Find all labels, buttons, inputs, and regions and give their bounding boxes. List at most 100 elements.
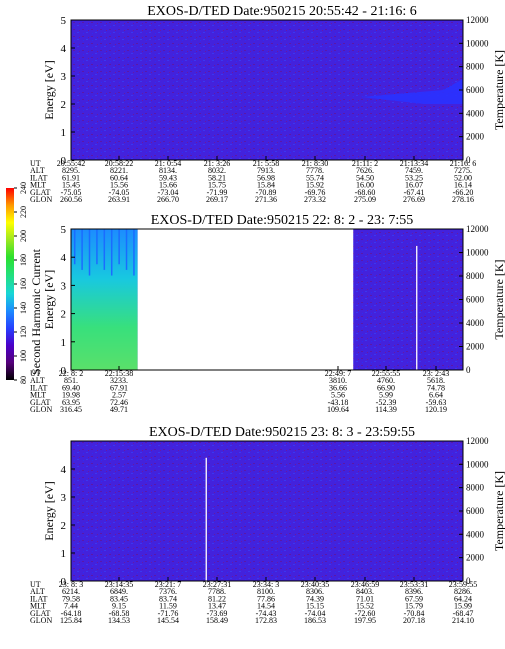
y2-tick-label: 2000 (466, 342, 485, 352)
y2-axis-label: Temperature [K] (492, 50, 505, 130)
y2-tick-label: 10000 (466, 248, 489, 258)
colorbar-tick-label: 200 (19, 230, 28, 242)
orbit-cell: 7376. (159, 587, 177, 596)
orbit-row-label: GLAT (30, 188, 51, 197)
orbit-cell: -75.05 (61, 188, 82, 197)
orbit-cell: 7626. (356, 166, 374, 175)
y-axis-label: Energy [eV] (42, 481, 56, 540)
orbit-cell: 145.54 (157, 616, 179, 625)
orbit-cell: 56.98 (257, 173, 275, 182)
orbit-cell: 23:46:59 (351, 580, 379, 589)
y2-tick-label: 12000 (466, 436, 489, 446)
orbit-cell: -71.99 (207, 188, 228, 197)
orbit-cell: 81.22 (208, 594, 226, 603)
y2-tick-label: 0 (466, 576, 471, 586)
orbit-cell: -74.05 (109, 188, 130, 197)
y-tick-label: 0 (61, 155, 67, 167)
orbit-cell: 23:27:31 (203, 580, 231, 589)
y2-axis-label: Temperature [K] (492, 471, 505, 551)
orbit-cell: 59.43 (159, 173, 177, 182)
y-tick-label: 5 (61, 224, 67, 236)
orbit-cell: 8134. (159, 166, 177, 175)
panel-1: EXOS-D/TED Date:950215 20:55:42 - 21:16:… (30, 4, 505, 204)
orbit-cell: 15.45 (62, 181, 80, 190)
orbit-row-label: UT (30, 369, 41, 378)
y2-tick-label: 0 (466, 155, 471, 165)
orbit-cell: 2.57 (112, 391, 126, 400)
intensity-patch (361, 78, 463, 104)
orbit-cell: -70.89 (256, 188, 277, 197)
y2-tick-label: 8000 (466, 62, 485, 72)
orbit-cell: 9.15 (112, 602, 126, 611)
panel-title: EXOS-D/TED Date:950215 23: 8: 3 - 23:59:… (149, 425, 415, 440)
orbit-cell: -73.69 (207, 609, 228, 618)
panel-2: EXOS-D/TED Date:950215 22: 8: 2 - 23: 7:… (30, 213, 505, 414)
data-gap (137, 229, 354, 370)
orbit-cell: 14.54 (257, 602, 275, 611)
colorbar-tick-label: 100 (19, 350, 28, 362)
y-tick-label: 0 (61, 576, 67, 588)
colorbar: 80 100 120 140 160 180 200 220 240 Second Harmon… (6, 182, 43, 384)
orbit-cell: 23:59:55 (449, 580, 477, 589)
plot-area (71, 229, 463, 370)
orbit-cell: 7275. (454, 166, 472, 175)
orbit-cell: 79.58 (62, 594, 80, 603)
orbit-cell: 64.24 (454, 594, 472, 603)
orbit-cell: 83.45 (110, 594, 128, 603)
orbit-cell: 22:55:55 (372, 369, 400, 378)
orbit-cell: 21: 0:54 (155, 159, 181, 168)
spectrogram (71, 20, 463, 160)
orbit-cell: 13.47 (208, 602, 226, 611)
orbit-row-label: UT (30, 580, 41, 589)
orbit-cell: 67.91 (110, 383, 128, 392)
y-axis-label: Energy [eV] (42, 270, 56, 329)
orbit-cell: 22:15:38 (105, 369, 133, 378)
orbit-cell: 21:16: 6 (450, 159, 476, 168)
y2-tick-label: 12000 (466, 15, 489, 25)
orbit-cell: 158.49 (206, 616, 228, 625)
orbit-cell: 271.36 (255, 195, 277, 204)
colorbar-tick-label: 140 (19, 302, 28, 314)
orbit-cell: 316.45 (60, 405, 82, 414)
orbit-cell: 7.44 (64, 602, 78, 611)
orbit-cell: 23:14:35 (105, 580, 133, 589)
orbit-cell: 19.98 (62, 391, 80, 400)
colorbar-tick-label: 80 (19, 376, 28, 384)
y2-tick-label: 8000 (466, 271, 485, 281)
orbit-cell: 74.39 (306, 594, 324, 603)
orbit-row-label: GLON (30, 616, 52, 625)
orbit-cell: -68.47 (453, 609, 474, 618)
colorbar-tick-label: 160 (19, 278, 28, 290)
orbit-cell: 53.25 (405, 173, 423, 182)
orbit-cell: 207.18 (403, 616, 425, 625)
orbit-cell: 114.39 (375, 405, 397, 414)
orbit-cell: -69.76 (305, 188, 326, 197)
plot-area (71, 441, 463, 581)
y2-tick-label: 2000 (466, 132, 485, 142)
orbit-cell: 20:58:22 (105, 159, 133, 168)
colorbar-tick-label: 240 (19, 182, 28, 194)
colorbar-tick-label: 180 (19, 254, 28, 266)
orbit-row-label: GLAT (30, 398, 51, 407)
orbit-row-label: ALT (30, 376, 45, 385)
panel-title: EXOS-D/TED Date:950215 22: 8: 2 - 23: 7:… (151, 213, 413, 228)
y-tick-label: 3 (61, 492, 67, 504)
orbit-cell: 7913. (257, 166, 275, 175)
orbit-row-label: ILAT (30, 173, 47, 182)
orbit-cell: 7788. (208, 587, 226, 596)
y2-tick-label: 6000 (466, 506, 485, 516)
y-tick-label: 3 (61, 71, 67, 83)
orbit-cell: 214.10 (452, 616, 474, 625)
orbit-row-label: ALT (30, 587, 45, 596)
orbit-cell: 60.64 (110, 173, 128, 182)
orbit-cell: 3233. (110, 376, 128, 385)
orbit-row-label: MLT (30, 391, 46, 400)
orbit-cell: 15.52 (356, 602, 374, 611)
orbit-cell: 269.17 (206, 195, 228, 204)
y-tick-label: 1 (61, 548, 67, 560)
orbit-cell: 120.19 (425, 405, 447, 414)
orbit-cell: -74.43 (256, 609, 277, 618)
orbit-cell: 52.00 (454, 173, 472, 182)
y-tick-label: 2 (61, 99, 67, 111)
